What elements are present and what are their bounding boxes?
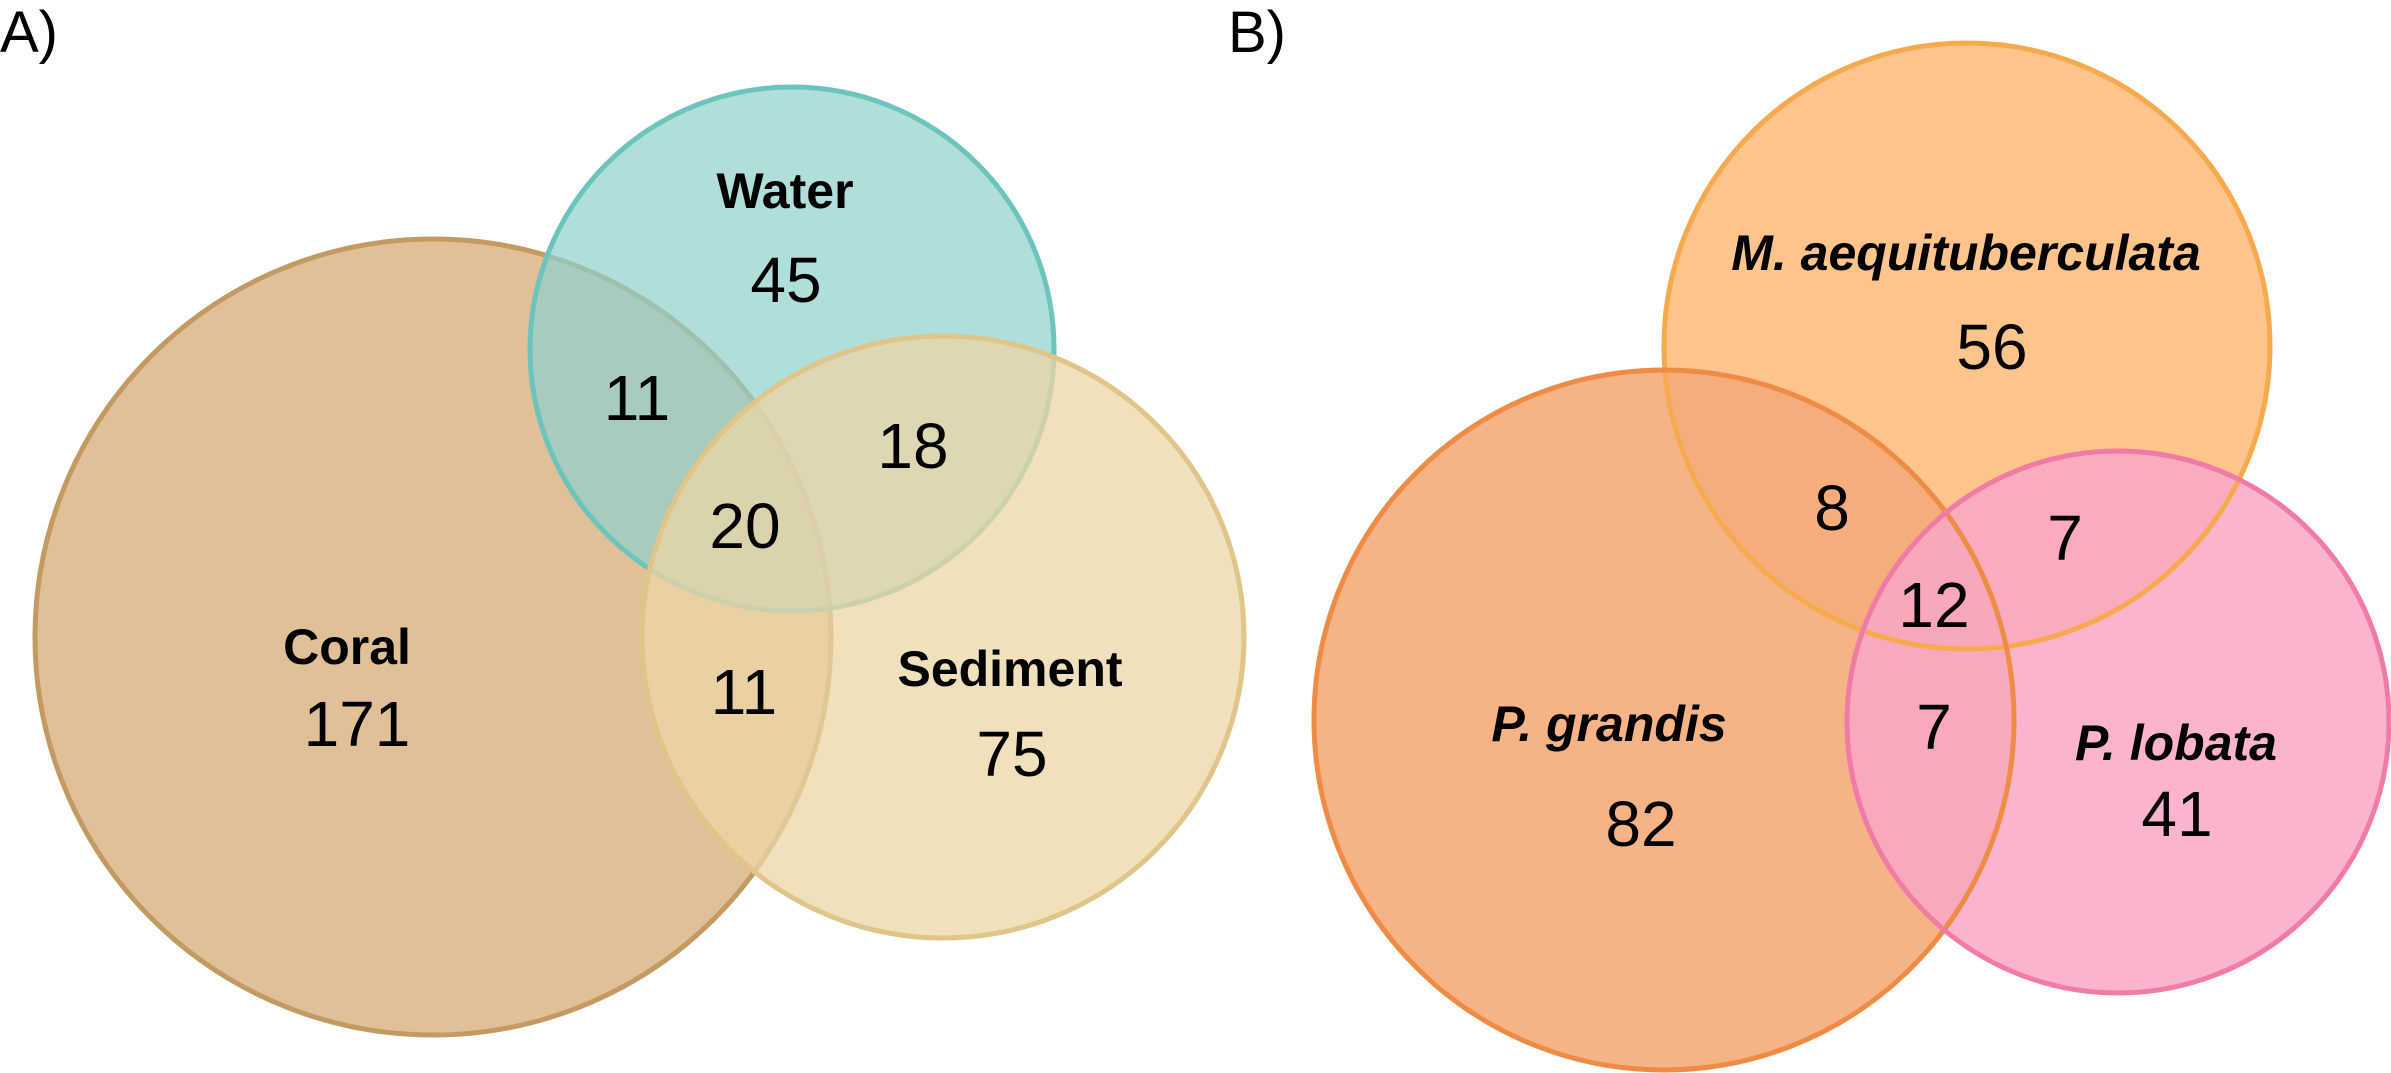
p-grandis-only-count: 82 <box>1605 788 1676 860</box>
panel-a: A) Water 45 Coral 171 Sediment 75 11 18 … <box>0 0 1247 1038</box>
sediment-circle <box>642 336 1244 938</box>
p-lobata-only-count: 41 <box>2141 778 2212 850</box>
m-aequituberculata-circle-outline <box>1661 40 2273 652</box>
all-three-count-a: 20 <box>709 490 780 562</box>
p-lobata-circle-outline <box>1844 448 2391 996</box>
panel-b: B) M. aequituberculata 56 P. grandis 82 … <box>1228 0 2391 1073</box>
p-lobata-label: P. lobata <box>2075 715 2277 771</box>
coral-water-count: 11 <box>604 362 670 434</box>
all-three-count-b: 12 <box>1898 569 1969 641</box>
water-sediment-count: 18 <box>877 410 948 482</box>
sediment-label: Sediment <box>897 641 1122 697</box>
coral-label: Coral <box>283 619 411 675</box>
p-grandis-circle-outline <box>1311 367 2017 1073</box>
maequi-plobata-count: 7 <box>2047 502 2083 574</box>
coral-only-count: 171 <box>304 688 411 760</box>
p-lobata-circle <box>1847 451 2389 993</box>
pgrandis-plobata-count: 7 <box>1916 691 1952 763</box>
p-grandis-circle <box>1314 370 2014 1070</box>
maequi-pgrandis-count: 8 <box>1814 472 1850 544</box>
water-only-count: 45 <box>750 244 821 316</box>
coral-sediment-count: 11 <box>711 656 777 728</box>
sediment-only-count: 75 <box>976 718 1047 790</box>
m-aequituberculata-only-count: 56 <box>1956 311 2027 383</box>
water-label: Water <box>716 163 853 219</box>
panel-a-letter: A) <box>0 0 58 65</box>
panel-b-letter: B) <box>1228 0 1286 65</box>
p-grandis-label: P. grandis <box>1491 696 1726 752</box>
m-aequituberculata-label: M. aequituberculata <box>1731 225 2201 281</box>
sediment-circle-outline <box>639 333 1247 941</box>
